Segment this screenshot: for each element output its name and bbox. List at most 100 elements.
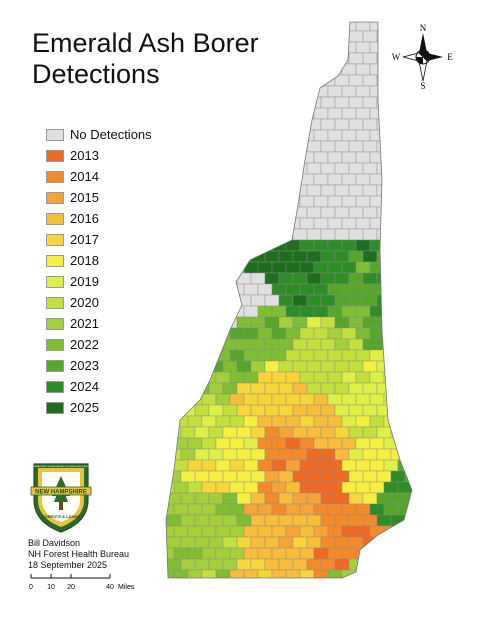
town-polygon [369, 503, 385, 516]
town-polygon [383, 107, 399, 120]
town-polygon [194, 162, 210, 175]
town-polygon [278, 228, 294, 241]
town-polygon [236, 492, 252, 505]
town-polygon [257, 239, 273, 252]
town-polygon [166, 206, 168, 219]
town-polygon [341, 129, 357, 142]
town-polygon [271, 173, 287, 186]
town-polygon [271, 41, 287, 54]
town-polygon [187, 569, 203, 578]
town-polygon [411, 503, 412, 516]
legend-label: 2023 [70, 358, 99, 373]
town-polygon [369, 459, 385, 472]
town-polygon [341, 85, 357, 98]
legend-swatch [46, 149, 64, 162]
town-polygon [419, 537, 433, 548]
town-polygon [299, 525, 315, 538]
town-polygon [306, 448, 322, 461]
legend-swatch [46, 212, 64, 225]
town-polygon [194, 404, 210, 417]
town-polygon [327, 173, 343, 186]
town-polygon [222, 426, 238, 439]
town-polygon [250, 426, 266, 439]
town-polygon [299, 547, 315, 560]
town-polygon [187, 415, 203, 428]
town-polygon [299, 481, 315, 494]
town-polygon [285, 437, 301, 450]
town-polygon [299, 22, 315, 32]
town-polygon [264, 162, 280, 175]
town-polygon [243, 107, 259, 120]
legend-swatch [46, 191, 64, 204]
town-polygon [369, 437, 385, 450]
town-polygon [292, 514, 308, 527]
town-polygon [397, 569, 412, 578]
town-polygon [173, 305, 189, 318]
town-polygon [236, 470, 252, 483]
town-polygon [404, 558, 412, 571]
town-polygon [237, 581, 251, 592]
town-polygon [166, 250, 182, 263]
town-polygon [313, 459, 329, 472]
town-polygon [411, 283, 412, 296]
town-polygon [327, 415, 343, 428]
town-polygon [285, 283, 301, 296]
town-polygon [306, 294, 322, 307]
town-polygon [376, 96, 392, 109]
town-polygon [243, 217, 259, 230]
town-polygon [264, 470, 280, 483]
town-polygon [194, 492, 210, 505]
town-polygon [390, 96, 406, 109]
town-polygon [285, 481, 301, 494]
town-polygon [397, 151, 412, 164]
town-polygon [362, 30, 378, 43]
town-polygon [292, 118, 308, 131]
town-polygon [306, 360, 322, 373]
legend-swatch [46, 317, 64, 330]
town-polygon [341, 525, 357, 538]
legend-label: 2014 [70, 169, 99, 184]
town-polygon [201, 261, 217, 274]
town-polygon [257, 481, 273, 494]
town-polygon [285, 415, 301, 428]
town-polygon [397, 371, 412, 384]
town-polygon [278, 272, 294, 285]
town-polygon [243, 503, 259, 516]
town-polygon [166, 371, 175, 384]
town-polygon [166, 360, 182, 373]
town-polygon [236, 250, 252, 263]
compass-north-label: N [420, 23, 427, 33]
north-arrow-compass-icon: N S E W [392, 23, 454, 90]
town-polygon [208, 316, 224, 329]
town-polygon [404, 382, 412, 395]
town-polygon [404, 140, 412, 153]
town-polygon [362, 338, 378, 351]
town-polygon [194, 360, 210, 373]
town-polygon [278, 338, 294, 351]
town-polygon [201, 437, 217, 450]
town-polygon [180, 228, 196, 241]
town-polygon [271, 261, 287, 274]
town-polygon [166, 294, 168, 307]
town-polygon [306, 118, 322, 131]
town-polygon [166, 162, 182, 175]
town-polygon [411, 305, 412, 318]
scale-tick-label: 40 [106, 584, 114, 591]
town-polygon [299, 305, 315, 318]
town-polygon [250, 404, 266, 417]
town-polygon [208, 514, 224, 527]
town-polygon [229, 415, 245, 428]
town-polygon [180, 426, 196, 439]
town-polygon [166, 349, 175, 362]
town-polygon [313, 503, 329, 516]
town-polygon [208, 162, 224, 175]
town-polygon [404, 228, 412, 241]
town-polygon [223, 581, 237, 592]
town-polygon [376, 536, 392, 549]
town-polygon [236, 448, 252, 461]
town-polygon [236, 558, 252, 571]
legend-item: No Detections [46, 124, 152, 145]
town-polygon [243, 393, 259, 406]
town-polygon [215, 261, 231, 274]
town-polygon [271, 371, 287, 384]
